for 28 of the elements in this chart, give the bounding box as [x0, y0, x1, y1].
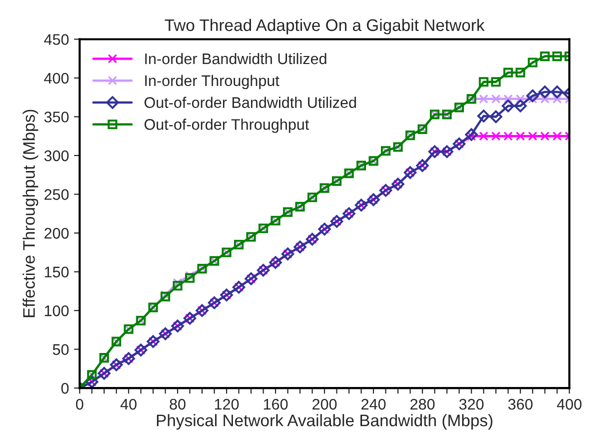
y-tick-label: 150	[44, 266, 69, 278]
y-tick-label: 400	[44, 72, 69, 84]
y-tick-label: 0	[61, 382, 69, 394]
x-tick-label: 0	[76, 398, 84, 410]
legend-label: In-order Bandwidth Utilized	[145, 52, 326, 64]
x-tick-label: 280	[410, 398, 435, 410]
y-tick-label: 300	[44, 150, 69, 162]
x-tick-label: 80	[170, 398, 186, 410]
y-tick-label: 100	[44, 305, 69, 316]
x-tick-label: 240	[361, 398, 386, 410]
legend-label: Out-of-order Throughput	[144, 118, 310, 133]
y-tick-label: 200	[44, 228, 69, 239]
chart-title: Two Thread Adaptive On a Gigabit Network	[164, 18, 485, 34]
y-tick-label: 350	[44, 112, 69, 122]
y-axis-title: Effective Throughput (Mbps)	[22, 110, 38, 318]
x-tick-label: 400	[556, 398, 582, 410]
x-tick-label: 200	[312, 398, 337, 410]
x-tick-label: 120	[214, 398, 239, 410]
legend-label: Out-of-order Bandwidth Utilized	[144, 96, 356, 108]
y-tick-label: 450	[44, 34, 69, 45]
x-tick-label: 160	[264, 398, 288, 410]
x-tick-label: 40	[120, 398, 137, 410]
legend-label: In-order Throughput	[145, 74, 280, 90]
y-tick-label: 250	[44, 189, 69, 200]
x-tick-label: 360	[508, 398, 533, 410]
x-tick-label: 320	[459, 398, 484, 410]
y-tick-label: 50	[52, 344, 69, 355]
x-axis-title: Physical Network Available Bandwidth (Mbps)	[156, 414, 492, 430]
